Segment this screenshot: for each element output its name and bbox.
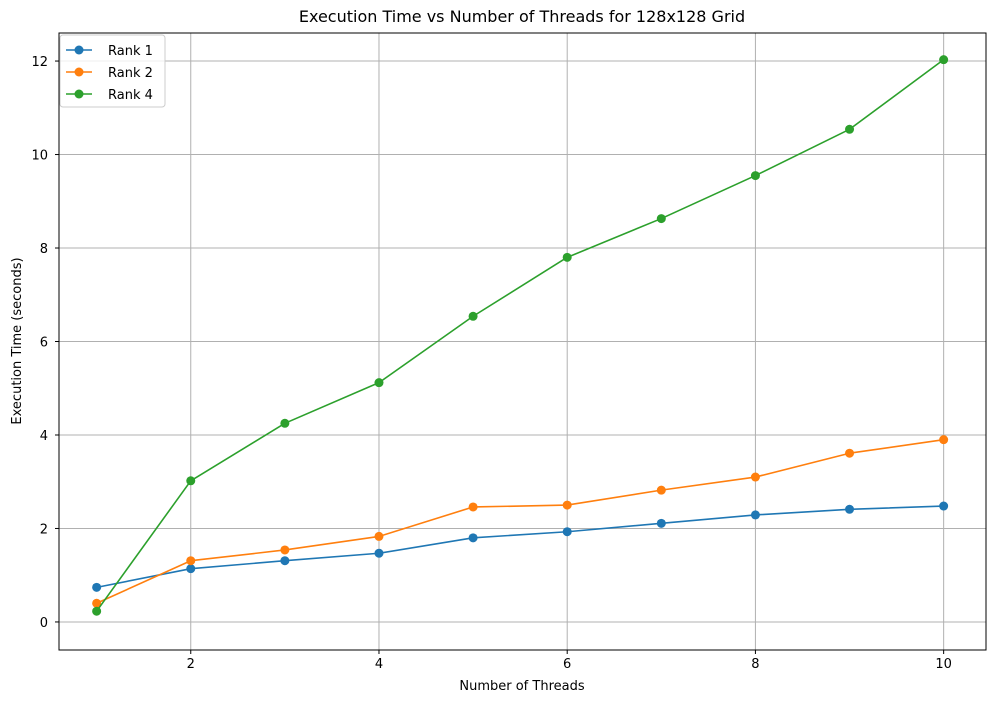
data-point-rank-4 — [750, 171, 760, 181]
data-point-rank-2 — [939, 435, 949, 445]
y-tick-label: 8 — [40, 242, 48, 257]
data-point-rank-2 — [280, 545, 290, 555]
data-point-rank-1 — [374, 548, 384, 558]
series-rank-1 — [92, 501, 949, 592]
data-point-rank-4 — [656, 214, 666, 224]
data-point-rank-2 — [845, 448, 855, 458]
data-point-rank-1 — [186, 564, 196, 574]
y-tick-label: 12 — [31, 55, 48, 70]
legend-label-rank-2: Rank 2 — [108, 66, 153, 81]
series-line-rank-1 — [96, 505, 944, 589]
chart-title: Execution Time vs Number of Threads for … — [299, 7, 745, 26]
x-tick-label: 6 — [563, 657, 571, 672]
legend-label-rank-1: Rank 1 — [108, 44, 153, 59]
legend-marker-rank-1 — [74, 45, 84, 55]
data-point-rank-4 — [939, 55, 949, 65]
series-rank-4 — [92, 55, 949, 616]
data-point-rank-2 — [562, 500, 572, 510]
data-point-rank-1 — [468, 533, 478, 543]
series-line-rank-2 — [96, 438, 944, 604]
data-point-rank-4 — [468, 311, 478, 321]
data-point-rank-4 — [562, 252, 572, 262]
legend-box — [59, 34, 166, 108]
y-tick-label: 4 — [40, 429, 48, 444]
legend-label-rank-4: Rank 4 — [108, 88, 153, 103]
x-tick-label: 10 — [935, 657, 952, 672]
y-tick-label: 10 — [31, 149, 48, 164]
y-axis-ticks: 0 2 4 6 8 10 12 — [31, 55, 59, 631]
data-point-rank-2 — [374, 531, 384, 541]
data-point-rank-4 — [186, 476, 196, 486]
data-point-rank-1 — [750, 510, 760, 520]
data-point-rank-4 — [374, 378, 384, 388]
x-tick-label: 4 — [375, 657, 383, 672]
data-point-rank-1 — [939, 501, 949, 511]
data-point-rank-4 — [92, 606, 102, 616]
y-axis-label: Execution Time (seconds) — [10, 257, 25, 424]
y-tick-label: 2 — [40, 522, 48, 537]
data-point-rank-1 — [656, 518, 666, 528]
x-axis-label: Number of Threads — [459, 679, 584, 694]
data-point-rank-1 — [280, 556, 290, 566]
data-point-rank-1 — [562, 527, 572, 537]
x-tick-label: 2 — [187, 657, 195, 672]
data-point-rank-2 — [468, 502, 478, 512]
series-line-rank-4 — [95, 59, 945, 612]
legend: Rank 1 Rank 2 Rank 4 — [59, 34, 166, 108]
series-rank-2 — [92, 435, 949, 608]
series-layer — [92, 55, 949, 616]
y-tick-label: 0 — [40, 616, 48, 631]
y-tick-label: 6 — [40, 336, 48, 351]
legend-marker-rank-4 — [74, 89, 84, 99]
data-point-rank-1 — [92, 582, 102, 592]
x-axis-ticks: 2 4 6 8 10 — [187, 650, 952, 672]
data-point-rank-4 — [280, 418, 290, 428]
data-point-rank-2 — [656, 485, 666, 495]
grid — [59, 33, 986, 650]
data-point-rank-4 — [845, 124, 855, 134]
data-point-rank-2 — [750, 472, 760, 482]
data-point-rank-1 — [845, 504, 855, 514]
data-point-rank-2 — [186, 556, 196, 566]
data-point-rank-2 — [92, 598, 102, 608]
legend-marker-rank-2 — [74, 67, 84, 77]
x-tick-label: 8 — [751, 657, 759, 672]
